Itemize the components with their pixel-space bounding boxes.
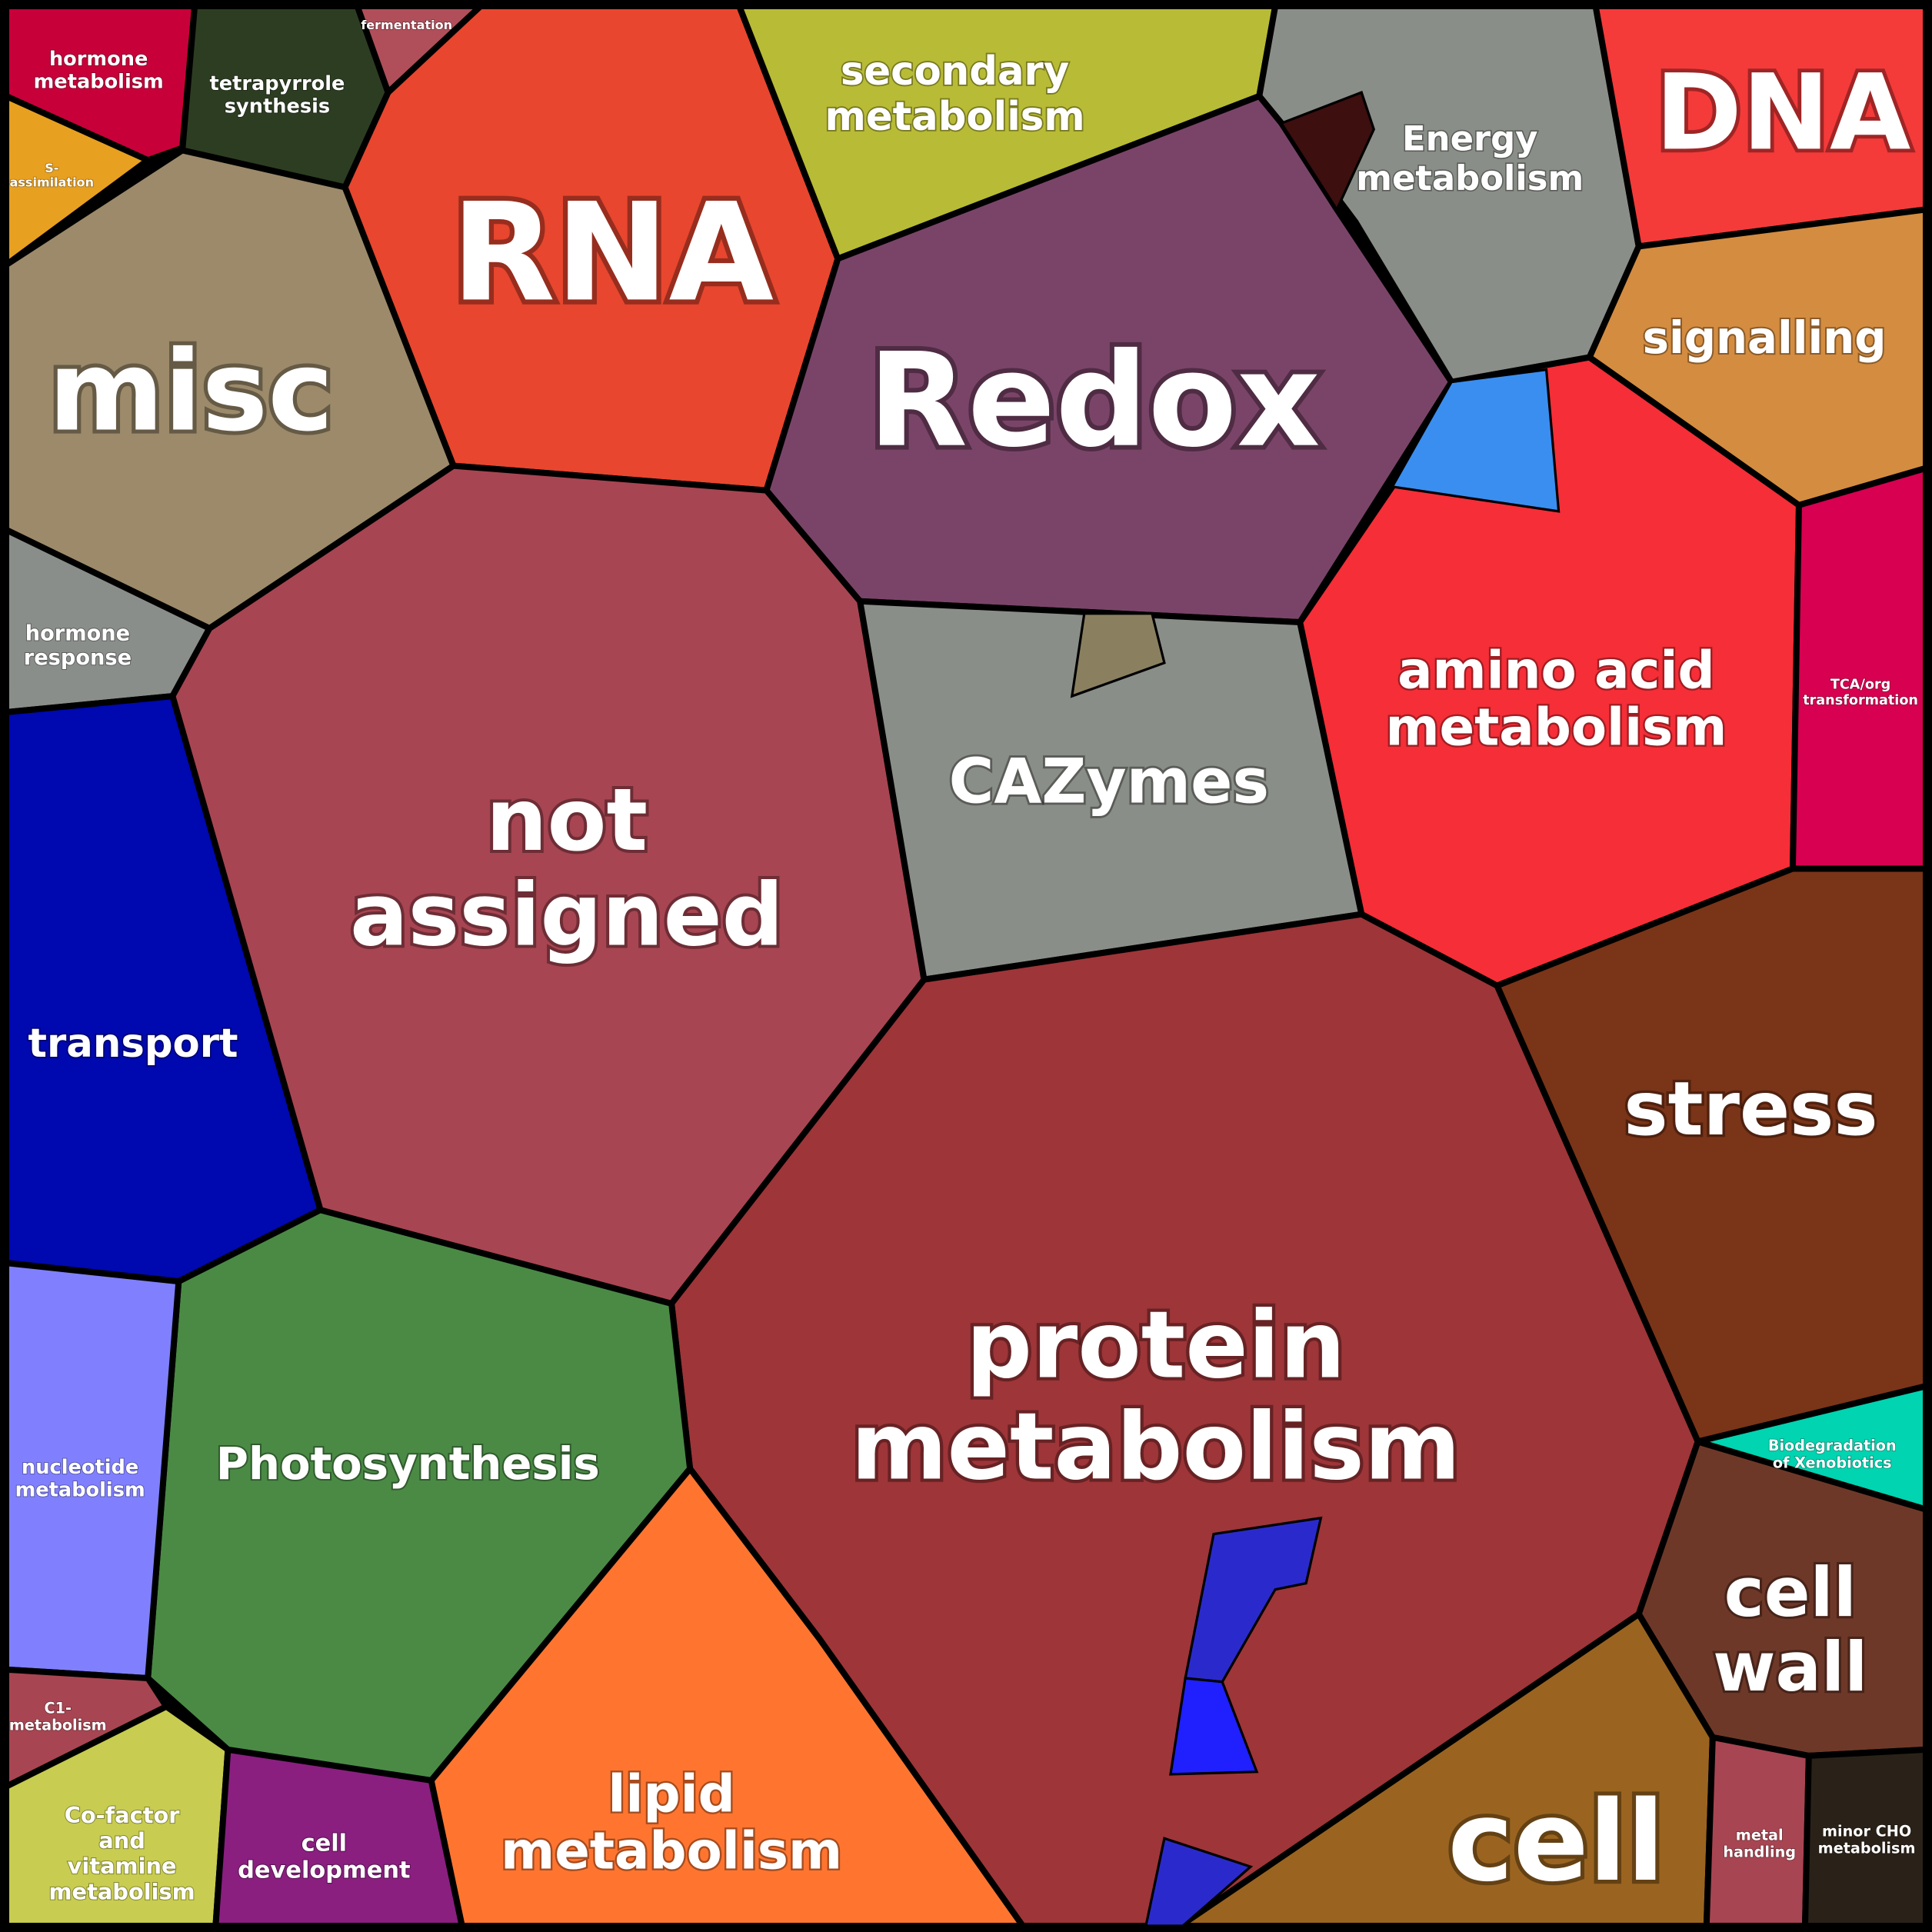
region-label: Photosynthesis (216, 1437, 600, 1490)
label-line: amino acid (1397, 641, 1715, 701)
region-label: protein metabolism (851, 1291, 1461, 1501)
label-line: tetrapyrrole (210, 72, 345, 95)
region-label: secondary metabolism (824, 48, 1084, 140)
region-label: cell (1447, 1777, 1664, 1907)
region-label: stress (1624, 1066, 1877, 1152)
label-line: RNA (451, 173, 774, 331)
label-line: wall (1713, 1627, 1867, 1706)
label-line: metabolism (34, 70, 164, 93)
label-line: Biodegradation (1768, 1437, 1897, 1454)
region-label: lipid metabolism (501, 1764, 842, 1881)
region-label: transport (28, 1021, 238, 1067)
region-label: cell wall (1713, 1552, 1867, 1706)
label-line: hormone (25, 621, 130, 645)
sub-cell (1169, 1677, 1259, 1776)
label-line: metabolism (501, 1821, 842, 1881)
label-line: signalling (1643, 311, 1887, 364)
region-label: signalling (1643, 311, 1887, 364)
label-line: vitamine (68, 1853, 177, 1879)
region-label: TCA/org transformation (1803, 678, 1918, 708)
label-line: nucleotide (22, 1456, 138, 1479)
label-line: metabolism (15, 1479, 145, 1502)
label-line: secondary (841, 48, 1069, 95)
label-line: Photosynthesis (216, 1437, 600, 1490)
regions (3, 3, 1929, 1929)
region-label: metal handling (1723, 1826, 1796, 1860)
sub-cell (1390, 368, 1561, 513)
label-line: misc (48, 327, 334, 456)
label-line: transport (28, 1021, 238, 1067)
sub-cells (1070, 91, 1561, 1927)
region-label: Energy metabolism (1356, 118, 1584, 198)
label-line: Redox (868, 325, 1321, 476)
region-label: Co-factor and vitamine metabolism (48, 1802, 195, 1904)
label-line: cell (1447, 1777, 1664, 1907)
region-label: RNA (451, 173, 774, 331)
sub-cell (1070, 612, 1166, 698)
label-line: DNA (1655, 52, 1910, 174)
label-line: Energy (1402, 118, 1537, 158)
label-line: metal (1736, 1826, 1784, 1844)
label-line: lipid (608, 1764, 734, 1824)
label-line: response (24, 645, 132, 669)
region-label: hormone metabolism (34, 48, 164, 93)
region-label: amino acid metabolism (1385, 641, 1727, 758)
label-line: Co-factor (65, 1802, 181, 1828)
region-label: cell development (238, 1830, 411, 1884)
label-line: assimilation (10, 175, 94, 189)
label-line: fermentation (361, 18, 452, 32)
label-line: and (98, 1827, 145, 1854)
region-label: DNA (1655, 52, 1910, 174)
region-label: nucleotide metabolism (15, 1456, 145, 1501)
label-line: metabolism (824, 94, 1084, 140)
label-line: transformation (1803, 693, 1918, 708)
region-label: minor CHO metabolism (1818, 1822, 1916, 1857)
label-line: stress (1624, 1066, 1877, 1152)
label-line: TCA/org (1830, 678, 1890, 693)
label-line: minor CHO (1822, 1822, 1911, 1840)
label-line: metabolism (9, 1716, 107, 1734)
label-line: metabolism (851, 1394, 1461, 1501)
label-line: CAZymes (949, 745, 1270, 817)
region (428, 1465, 1026, 1929)
label-line: development (238, 1857, 411, 1884)
region-label: hormone response (24, 621, 132, 669)
label-line: hormone (49, 48, 148, 71)
label-line: metabolism (1356, 158, 1584, 198)
label-line: of Xenobiotics (1773, 1454, 1892, 1471)
region-label: tetrapyrrole synthesis (210, 72, 345, 118)
label-line: handling (1723, 1843, 1796, 1860)
sub-cell (1279, 91, 1375, 212)
label-line: C1- (45, 1699, 72, 1717)
label-line: not (486, 771, 648, 871)
region-label: fermentation (361, 18, 452, 32)
region-label: not assigned (350, 771, 784, 965)
region-label: Biodegradation of Xenobiotics (1768, 1437, 1897, 1471)
label-line: metabolism (48, 1878, 195, 1904)
label-line: protein (966, 1291, 1345, 1399)
label-line: metabolism (1818, 1839, 1916, 1857)
label-line: cell (1724, 1552, 1857, 1631)
region-label: misc (48, 327, 334, 456)
region-label: S-assimilation (10, 160, 94, 188)
label-line: metabolism (1385, 698, 1727, 758)
label-line: S- (45, 160, 58, 175)
label-line: assigned (350, 865, 784, 965)
region-label: C1-metabolism (9, 1699, 107, 1734)
region-label: CAZymes (949, 745, 1270, 817)
labels: hormone metabolism tetrapyrrole synthesisfe… (8, 17, 1919, 1910)
label-line: synthesis (225, 95, 330, 118)
label-line: cell (301, 1830, 348, 1857)
region-label: Redox (868, 325, 1321, 476)
